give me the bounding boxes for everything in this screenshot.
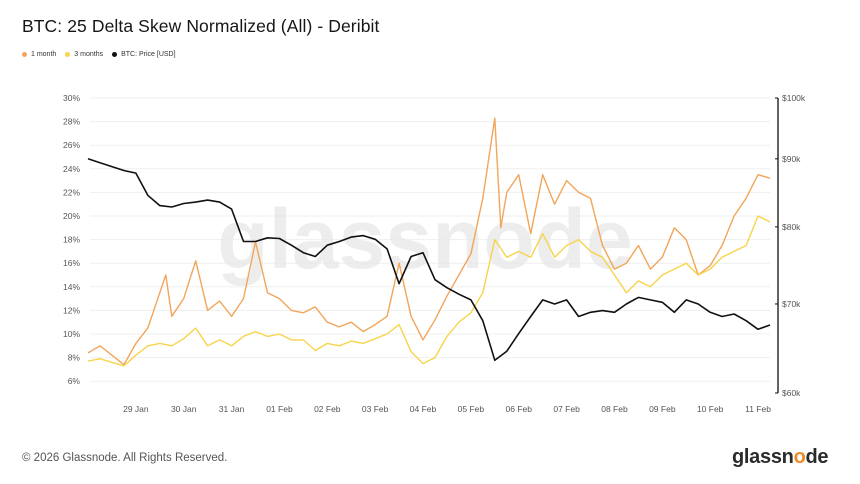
x-tick-label: 10 Feb bbox=[697, 404, 724, 414]
watermark-text: glassnode bbox=[217, 192, 632, 286]
y-left-tick-label: 12% bbox=[63, 305, 80, 315]
y-right-tick-label: $100k bbox=[782, 93, 806, 103]
y-axis-left: 6% 8% 10% 12% 14% 16% 18% 20% 22% 24% 26% 28% 30% bbox=[63, 93, 80, 386]
legend-item-btc-price[interactable]: BTC: Price [USD] bbox=[112, 51, 176, 58]
x-tick-label: 29 Jan bbox=[123, 404, 149, 414]
legend-label-3-months: 3 months bbox=[74, 51, 104, 58]
y-left-tick-label: 6% bbox=[68, 376, 81, 386]
x-tick-label: 31 Jan bbox=[219, 404, 245, 414]
legend: 1 month 3 months BTC: Price [USD] bbox=[22, 51, 176, 58]
y-left-tick-label: 8% bbox=[68, 353, 81, 363]
x-tick-label: 04 Feb bbox=[410, 404, 437, 414]
y-left-tick-label: 24% bbox=[63, 164, 80, 174]
y-right-tick-label: $80k bbox=[782, 222, 801, 232]
y-left-tick-label: 28% bbox=[63, 117, 80, 127]
grid-lines bbox=[90, 97, 770, 382]
y-right-tick-label: $60k bbox=[782, 388, 801, 398]
legend-label-1-month: 1 month bbox=[31, 51, 57, 58]
logo-text-left: glassn bbox=[732, 446, 794, 468]
y-left-tick-label: 14% bbox=[63, 282, 80, 292]
y-left-tick-label: 26% bbox=[63, 140, 80, 150]
x-tick-label: 11 Feb bbox=[745, 404, 771, 414]
legend-item-3-months[interactable]: 3 months bbox=[65, 51, 103, 58]
x-tick-label: 30 Jan bbox=[171, 404, 197, 414]
y-axis-right: $60k $70k $80k $90k $100k bbox=[775, 93, 806, 398]
y-left-tick-label: 10% bbox=[63, 329, 80, 339]
logo-text-right: de bbox=[805, 446, 829, 468]
x-tick-label: 01 Feb bbox=[266, 404, 293, 414]
copyright-text: © 2026 Glassnode. All Rights Reserved. bbox=[22, 452, 228, 464]
y-right-tick-label: $70k bbox=[782, 299, 801, 309]
y-left-tick-label: 20% bbox=[63, 211, 80, 221]
legend-swatch-3-months bbox=[65, 52, 71, 57]
x-tick-label: 02 Feb bbox=[314, 404, 341, 414]
logo-dot-icon: o bbox=[793, 446, 806, 468]
x-tick-label: 03 Feb bbox=[362, 404, 389, 414]
y-left-tick-label: 22% bbox=[63, 187, 80, 197]
chart-title: BTC: 25 Delta Skew Normalized (All) - De… bbox=[22, 16, 380, 36]
series-lines bbox=[87, 117, 771, 367]
x-tick-label: 09 Feb bbox=[649, 404, 676, 414]
y-left-tick-label: 30% bbox=[63, 93, 80, 103]
x-tick-label: 07 Feb bbox=[553, 404, 580, 414]
x-tick-label: 05 Feb bbox=[458, 404, 485, 414]
series-line-3-months bbox=[87, 215, 771, 367]
y-left-tick-label: 18% bbox=[63, 235, 80, 245]
y-left-tick-label: 16% bbox=[63, 258, 80, 268]
x-tick-label: 06 Feb bbox=[506, 404, 533, 414]
series-line-btc-price bbox=[87, 158, 771, 362]
series-line-1-month bbox=[87, 117, 771, 366]
x-tick-label: 08 Feb bbox=[601, 404, 628, 414]
legend-item-1-month[interactable]: 1 month bbox=[22, 51, 56, 58]
x-axis: 29 Jan 30 Jan 31 Jan 01 Feb 02 Feb 03 Feb 04 F… bbox=[123, 404, 771, 414]
glassnode-logo[interactable]: glassnode bbox=[732, 446, 829, 469]
legend-swatch-btc-price bbox=[112, 52, 118, 57]
y-right-tick-label: $90k bbox=[782, 154, 801, 164]
legend-swatch-1-month bbox=[22, 52, 27, 57]
legend-label-btc-price: BTC: Price [USD] bbox=[121, 51, 176, 58]
